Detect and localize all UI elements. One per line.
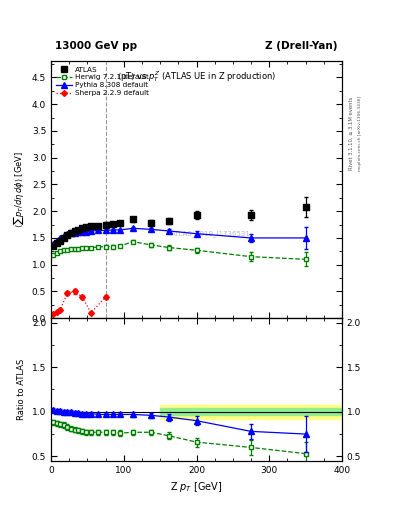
Point (95, 222, 101, 230)
Point (57, 237, 63, 245)
Legend: ATLAS, Herwig 7.2.1 default, Pythia 8.308 default, Sherpa 2.2.9 default: ATLAS, Herwig 7.2.1 default, Pythia 8.30… (55, 65, 151, 98)
Point (303, 203, 309, 211)
Point (88, 222, 94, 230)
Point (68, 228, 74, 237)
Point (166, 217, 173, 225)
Y-axis label: Ratio to ATLAS: Ratio to ATLAS (17, 359, 26, 420)
Point (103, 221, 109, 229)
Point (64, 231, 71, 240)
Point (248, 211, 254, 219)
Y-axis label: $\langle\sum p_T/d\eta\,d\phi\rangle$ [GeV]: $\langle\sum p_T/d\eta\,d\phi\rangle$ [G… (12, 151, 26, 228)
Point (61, 234, 67, 242)
Point (50, 242, 56, 250)
Point (148, 219, 154, 227)
X-axis label: Z $p_T$ [GeV]: Z $p_T$ [GeV] (170, 480, 223, 494)
Point (79, 224, 85, 232)
Point (130, 215, 136, 223)
Point (193, 211, 200, 219)
Text: $\langle$pT$\rangle$ vs $p_T^Z$ (ATLAS UE in Z production): $\langle$pT$\rangle$ vs $p_T^Z$ (ATLAS U… (117, 69, 276, 84)
Point (110, 220, 116, 228)
Text: Rivet 3.1.10, ≥ 3.1M events: Rivet 3.1.10, ≥ 3.1M events (349, 96, 354, 170)
Text: 13000 GeV pp: 13000 GeV pp (55, 40, 137, 51)
Point (72, 227, 78, 235)
Point (53, 239, 60, 247)
Point (83, 223, 89, 231)
Text: Z (Drell-Yan): Z (Drell-Yan) (266, 40, 338, 51)
Text: mcplots.cern.ch [arXiv:1306.3436]: mcplots.cern.ch [arXiv:1306.3436] (358, 96, 362, 170)
Point (75, 226, 81, 234)
Point (117, 219, 123, 227)
Text: ATLAS_2019_I1736531: ATLAS_2019_I1736531 (171, 230, 251, 237)
